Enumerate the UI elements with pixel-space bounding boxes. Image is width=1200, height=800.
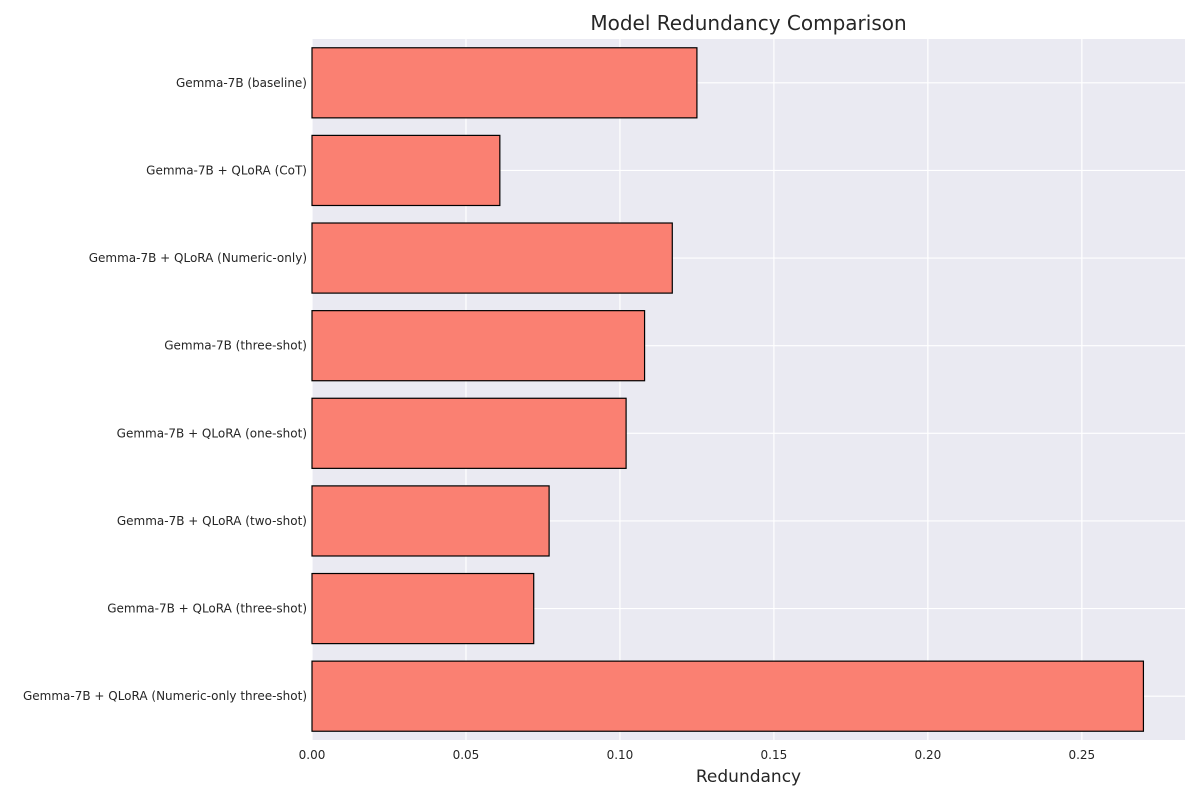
- y-tick-label: Gemma-7B + QLoRA (Numeric-only): [89, 251, 307, 265]
- x-tick-label: 0.15: [761, 748, 788, 762]
- chart-title: Model Redundancy Comparison: [590, 11, 906, 35]
- bar: [311, 310, 646, 382]
- y-tick-label: Gemma-7B + QLoRA (three-shot): [107, 602, 307, 616]
- x-tick-label: 0.25: [1068, 748, 1095, 762]
- y-tick-label: Gemma-7B + QLoRA (one-shot): [117, 426, 307, 440]
- y-tick-label: Gemma-7B + QLoRA (two-shot): [117, 514, 307, 528]
- x-tick-label: 0.00: [299, 748, 326, 762]
- bar: [311, 397, 627, 469]
- x-tick-label: 0.20: [915, 748, 942, 762]
- bar: [311, 47, 698, 119]
- x-axis-title: Redundancy: [696, 767, 801, 787]
- x-tick-labels: 0.00 0.05 0.10 0.15 0.20 0.25: [299, 748, 1096, 762]
- y-tick-label: Gemma-7B (three-shot): [164, 339, 307, 353]
- bar: [311, 485, 550, 557]
- x-tick-label: 0.05: [453, 748, 480, 762]
- bar: [311, 572, 535, 645]
- bar: [311, 660, 1145, 732]
- bars: [311, 47, 1145, 732]
- bar: [311, 134, 501, 207]
- bar: [311, 222, 673, 294]
- y-tick-labels: Gemma-7B (baseline) Gemma-7B + QLoRA (CoT…: [23, 76, 307, 703]
- y-tick-label: Gemma-7B + QLoRA (Numeric-only three-sho…: [23, 689, 307, 703]
- y-tick-label: Gemma-7B (baseline): [176, 76, 307, 90]
- y-tick-label: Gemma-7B + QLoRA (CoT): [146, 163, 307, 177]
- x-tick-label: 0.10: [607, 748, 634, 762]
